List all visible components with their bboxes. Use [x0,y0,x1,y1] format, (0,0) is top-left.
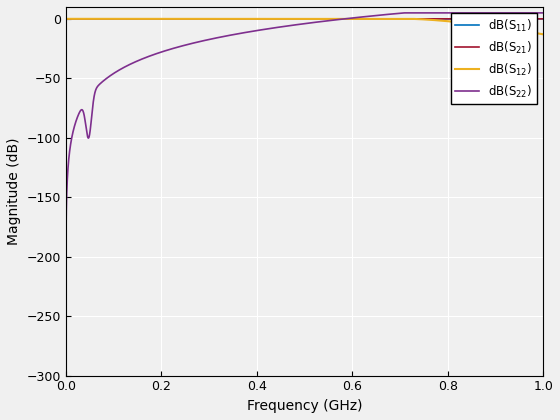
Y-axis label: Magnitude (dB): Magnitude (dB) [7,137,21,245]
Legend: dB(S$_{11}$), dB(S$_{21}$), dB(S$_{12}$), dB(S$_{22}$): dB(S$_{11}$), dB(S$_{21}$), dB(S$_{12}$)… [451,13,537,105]
X-axis label: Frequency (GHz): Frequency (GHz) [246,399,362,413]
